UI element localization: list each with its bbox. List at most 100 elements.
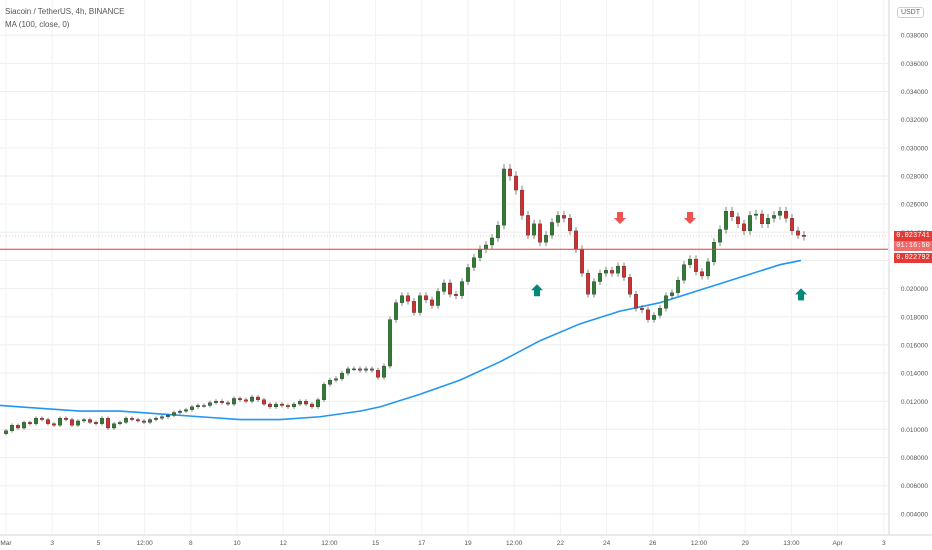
- candle-bearish: [562, 215, 566, 219]
- y-tick-label: 0.004000: [901, 511, 928, 518]
- x-tick-label: 12: [280, 540, 288, 547]
- x-tick-label: 29: [742, 540, 750, 547]
- x-tick-label: 12:00: [691, 540, 708, 547]
- candle-bullish: [22, 422, 26, 429]
- level-price-tag: 0.022792: [894, 253, 932, 264]
- symbol-title[interactable]: Siacoin / TetherUS, 4h, BINANCE: [5, 7, 125, 16]
- candle-bullish: [532, 223, 536, 236]
- candle-bullish: [340, 372, 344, 379]
- x-tick-label: 3: [882, 540, 886, 547]
- candle-bearish: [508, 168, 512, 177]
- y-tick-label: 0.032000: [901, 117, 928, 124]
- candle-bearish: [262, 399, 266, 405]
- candle-bearish: [568, 218, 572, 232]
- candle-bullish: [82, 419, 86, 422]
- candle-bearish: [514, 175, 518, 191]
- candle-bullish: [766, 218, 770, 225]
- candle-bullish: [166, 415, 170, 417]
- candle-bullish: [460, 281, 464, 296]
- candle-bullish: [10, 425, 14, 431]
- y-tick-label: 0.038000: [901, 33, 928, 40]
- candle-bearish: [376, 370, 380, 378]
- candle-bearish: [358, 368, 362, 371]
- y-tick-label: 0.026000: [901, 202, 928, 209]
- candle-bullish: [712, 242, 716, 263]
- sell-signal-arrow-icon: [614, 212, 626, 225]
- candle-bearish: [226, 402, 230, 405]
- candle-bearish: [730, 211, 734, 217]
- candle-bullish: [604, 270, 608, 274]
- x-tick-label: 15: [372, 540, 380, 547]
- candle-bearish: [280, 403, 284, 406]
- candle-bullish: [484, 244, 488, 250]
- y-tick-label: 0.020000: [901, 286, 928, 293]
- candle-bullish: [436, 291, 440, 306]
- candle-bullish: [478, 249, 482, 258]
- candle-bearish: [700, 271, 704, 277]
- x-tick-label: 10: [233, 540, 241, 547]
- candle-bearish: [622, 265, 626, 278]
- candle-bullish: [772, 215, 776, 219]
- candle-bearish: [790, 218, 794, 232]
- countdown-value: 01:16:50: [896, 241, 930, 250]
- candle-bullish: [544, 234, 548, 243]
- candle-bullish: [298, 401, 302, 405]
- candle-bearish: [256, 396, 260, 400]
- x-tick-label: 22: [557, 540, 565, 547]
- x-tick-label: 8: [189, 540, 193, 547]
- candle-bullish: [76, 420, 80, 426]
- candle-bullish: [274, 403, 278, 408]
- candle-bullish: [724, 211, 728, 230]
- y-tick-label: 0.008000: [901, 455, 928, 462]
- candle-bullish: [670, 292, 674, 296]
- candle-bullish: [214, 401, 218, 403]
- signal-arrows-layer: [531, 212, 807, 301]
- candle-bullish: [208, 402, 212, 406]
- candle-bullish: [706, 261, 710, 277]
- y-tick-label: 0.010000: [901, 427, 928, 434]
- currency-badge[interactable]: USDT: [896, 7, 924, 18]
- candle-bearish: [130, 417, 134, 420]
- candle-bearish: [136, 419, 140, 422]
- candle-bearish: [760, 213, 764, 225]
- x-tick-label: 24: [603, 540, 611, 547]
- candle-bullish: [118, 422, 122, 424]
- indicator-label[interactable]: MA (100, close, 0): [5, 20, 70, 29]
- candle-bearish: [40, 417, 44, 420]
- candle-bearish: [370, 368, 374, 371]
- candle-bearish: [586, 272, 590, 295]
- x-tick-label: 3: [50, 540, 54, 547]
- candle-bullish: [472, 257, 476, 268]
- candle-bullish: [364, 368, 368, 371]
- y-tick-label: 0.030000: [901, 145, 928, 152]
- candle-bearish: [286, 405, 290, 408]
- candle-bullish: [778, 211, 782, 216]
- candle-bearish: [646, 309, 650, 320]
- candle-bullish: [490, 237, 494, 246]
- candle-bearish: [106, 417, 110, 429]
- y-tick-label: 0.028000: [901, 173, 928, 180]
- candle-bullish: [334, 378, 338, 381]
- countdown-tag: 01:16:50: [894, 240, 932, 251]
- candle-bullish: [4, 430, 8, 434]
- candle-bearish: [454, 294, 458, 296]
- time-axis[interactable]: Mar 3 5 12:00 8 10 12 12:00 15 17 19 12:00 22 24 26 12:…: [0, 540, 886, 547]
- candle-bullish: [616, 265, 620, 274]
- candle-bearish: [64, 417, 68, 420]
- candle-bearish: [268, 403, 272, 408]
- y-tick-label: 0.036000: [901, 61, 928, 68]
- candle-bullish: [496, 225, 500, 239]
- candle-bearish: [628, 277, 632, 295]
- last-price-tag: 0.023741: [894, 230, 932, 241]
- ma-100-line: [0, 259, 802, 421]
- candle-bullish: [466, 267, 470, 282]
- candle-bearish: [520, 189, 524, 216]
- candle-bearish: [694, 258, 698, 272]
- candle-bearish: [70, 419, 74, 426]
- candle-bullish: [58, 417, 62, 426]
- x-tick-label: Apr: [833, 540, 844, 547]
- candle-bullish: [316, 399, 320, 408]
- candle-bearish: [28, 422, 32, 424]
- x-tick-label: 13:00: [783, 540, 800, 547]
